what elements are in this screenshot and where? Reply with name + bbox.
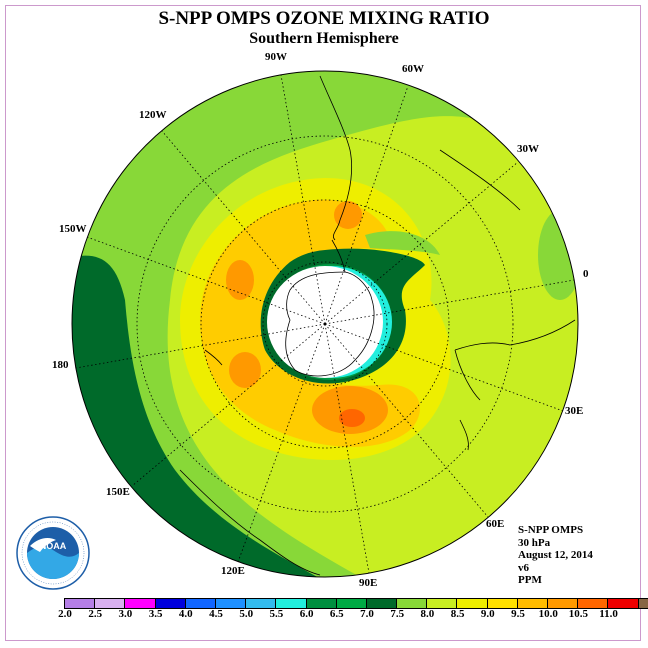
- south-america-coastline: [319, 75, 353, 241]
- colorbar-tick-label: 7.0: [360, 608, 374, 620]
- colorbar-tick-label: 3.0: [118, 608, 133, 620]
- colorbar-swatch: [487, 599, 518, 608]
- lon-label-60e: 60E: [486, 518, 505, 530]
- africa-coastline: [454, 319, 576, 401]
- south-america-east-coast: [439, 149, 521, 211]
- info-version: v6: [518, 561, 529, 574]
- colorbar-swatch: [276, 599, 307, 608]
- lat-circle-3: [136, 135, 514, 513]
- map-subtitle: Southern Hemisphere: [249, 30, 399, 47]
- colorbar-tick-label: 10.0: [538, 608, 558, 620]
- colorbar-swatch: [548, 599, 579, 608]
- colorbar-tick-label: 5.5: [269, 608, 284, 620]
- info-block: S-NPP OMPS 30 hPa August 12, 2014 v6 PPM: [518, 524, 593, 587]
- colorbar-tick-label: 6.0: [299, 608, 314, 620]
- colorbar-swatch: [366, 599, 398, 608]
- antarctic-peninsula: [331, 239, 346, 273]
- new-zealand-coastline: [204, 349, 223, 366]
- colorbar-swatch: [397, 599, 428, 608]
- colorbar-swatch: [215, 599, 247, 608]
- colorbar-swatch: [457, 599, 488, 608]
- lon-label-150e: 150E: [106, 486, 130, 498]
- south-pole-marker: [323, 322, 327, 326]
- lon-label-120e: 120E: [221, 565, 245, 577]
- colorbar-swatch: [65, 599, 96, 608]
- colorbar-tick-label: 4.0: [178, 608, 193, 620]
- colorbar-swatch: [517, 599, 548, 608]
- colorbar-tick-label: 11.0: [599, 608, 618, 620]
- noaa-logo: NOAA: [16, 516, 90, 590]
- info-instrument: S-NPP OMPS: [518, 524, 584, 536]
- colorbar-tick-label: 9.5: [511, 608, 525, 620]
- lon-label-90e: 90E: [359, 577, 378, 589]
- colorbar-swatch: [306, 599, 337, 608]
- colorbar-tick-label: 10.5: [568, 608, 589, 620]
- colorbar-tick-label: 2.5: [88, 608, 103, 620]
- lon-label-0: 0: [583, 268, 589, 280]
- colorbar-tick-label: 2.0: [58, 608, 72, 620]
- colorbar-tick-label: 9.0: [480, 608, 495, 620]
- dark-orange-blob: [339, 409, 365, 427]
- colorbar-tick-label: 8.5: [450, 608, 465, 620]
- orange-blob-1: [226, 260, 254, 300]
- green-patch: [365, 231, 440, 255]
- info-level: 30 hPa: [518, 536, 551, 549]
- gold-region: [200, 199, 420, 447]
- lon-label-60w: 60W: [402, 63, 424, 75]
- colorbar-tick-label: 7.5: [390, 608, 405, 620]
- lat-circle-1: [262, 261, 388, 387]
- lon-label-150w: 150W: [59, 223, 87, 235]
- orange-blob-2: [229, 352, 261, 388]
- lon-label-120w: 120W: [139, 109, 167, 121]
- coastlines: [179, 75, 576, 576]
- colorbar-swatch: [578, 599, 609, 608]
- lon-label-180: 180: [52, 359, 69, 371]
- colorbar-tick-label: 8.0: [420, 608, 435, 620]
- map-title: S-NPP OMPS OZONE MIXING RATIO: [158, 8, 490, 29]
- colorbar-swatch: [246, 599, 277, 608]
- colorbar-swatch: [125, 599, 156, 608]
- colorbar-swatch: [95, 599, 126, 608]
- colorbar-swatch: [638, 599, 648, 608]
- colorbar: [64, 598, 648, 609]
- lat-circle-2: [200, 199, 450, 449]
- orange-blob-4: [334, 201, 362, 229]
- info-units: PPM: [518, 574, 542, 586]
- colorbar-swatch: [155, 599, 186, 608]
- colorbar-swatch: [336, 599, 367, 608]
- colorbar-tick-label: 3.5: [148, 608, 163, 620]
- colorbar-tick-label: 4.5: [209, 608, 223, 620]
- madagascar-coastline: [459, 419, 469, 451]
- lon-label-30w: 30W: [517, 143, 539, 155]
- latitude-circles: [136, 135, 514, 513]
- lon-label-90w: 90W: [265, 51, 287, 63]
- colorbar-swatch: [427, 599, 458, 608]
- lon-label-30e: 30E: [565, 405, 584, 417]
- colorbar-swatch: [185, 599, 216, 608]
- colorbar-tick-label: 5.0: [239, 608, 254, 620]
- map-boundary: [71, 70, 579, 578]
- plot-frame: [5, 5, 641, 641]
- noaa-logo-text: NOAA: [40, 541, 67, 551]
- colorbar-swatch: [608, 599, 639, 608]
- vortex-missing-data: [267, 266, 383, 378]
- info-date: August 12, 2014: [518, 549, 593, 561]
- antarctica-coastline: [285, 271, 375, 377]
- colorbar-tick-label: 6.5: [329, 608, 344, 620]
- australia-coastline: [179, 469, 321, 576]
